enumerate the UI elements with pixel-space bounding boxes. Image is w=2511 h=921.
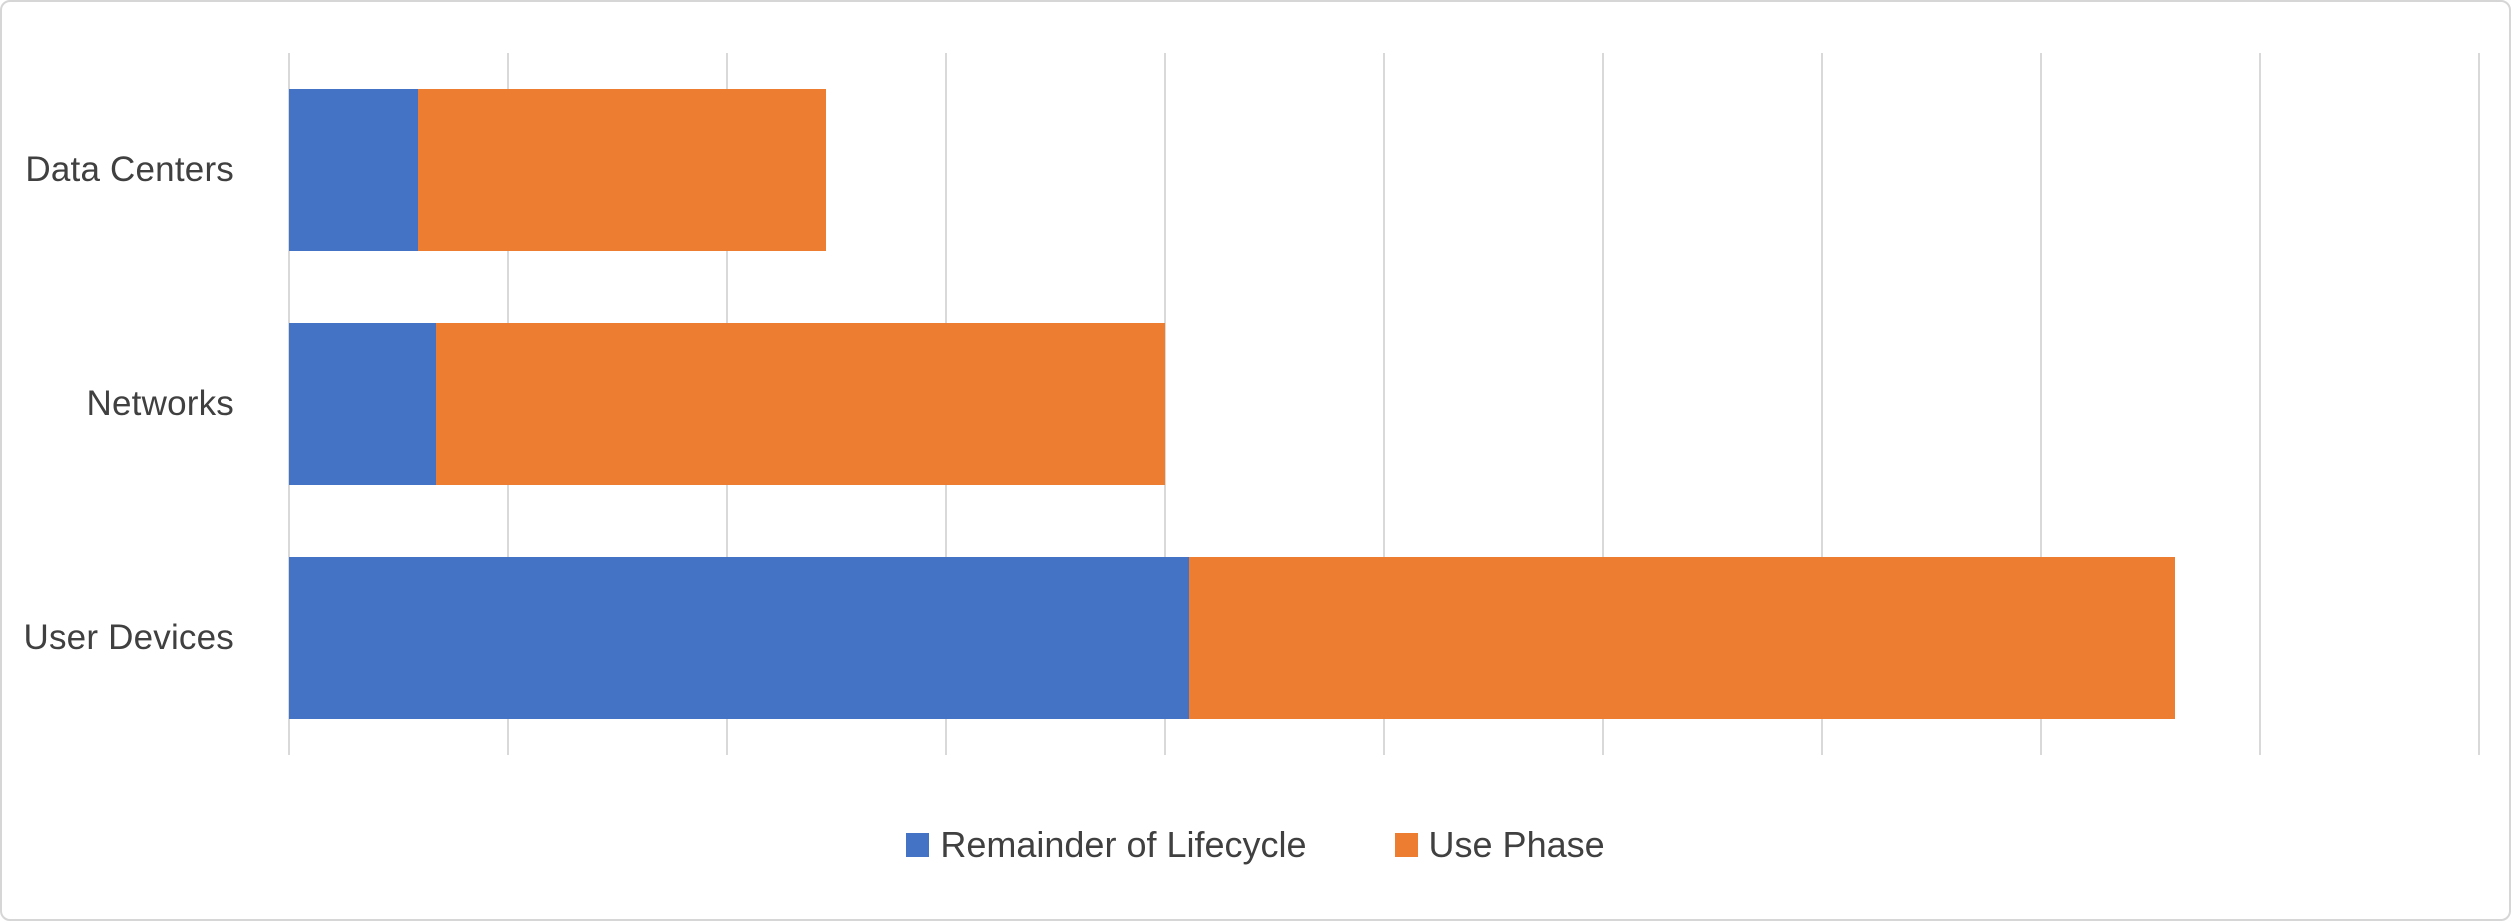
bar-segment-remainder-of-lifecycle[interactable]	[289, 557, 1190, 719]
bar-segment-use-phase[interactable]	[418, 89, 826, 251]
gridline	[1383, 53, 1385, 755]
category-label-networks: Networks	[86, 384, 234, 423]
legend-item-use-phase[interactable]: Use Phase	[1394, 824, 1605, 866]
category-axis: Data Centers Networks User Devices	[2, 53, 234, 755]
bar-segment-remainder-of-lifecycle[interactable]	[289, 323, 436, 485]
legend-swatch-icon	[906, 833, 930, 857]
category-label-user-devices: User Devices	[23, 618, 234, 657]
gridline	[1821, 53, 1823, 755]
gridline	[2040, 53, 2042, 755]
bar-row	[289, 53, 2479, 287]
legend-item-remainder-of-lifecycle[interactable]: Remainder of Lifecycle	[906, 824, 1307, 866]
legend-label: Use Phase	[1428, 824, 1605, 865]
stacked-bar-networks	[289, 323, 1165, 485]
legend-swatch-icon	[1394, 833, 1418, 857]
bar-segment-use-phase[interactable]	[1189, 557, 2175, 719]
bar-segment-use-phase[interactable]	[435, 323, 1165, 485]
stacked-bar-data-centers	[289, 89, 826, 251]
stacked-bar-user-devices	[289, 557, 2175, 719]
bar-row	[289, 521, 2479, 755]
legend-label: Remainder of Lifecycle	[940, 824, 1307, 865]
legend: Remainder of Lifecycle Use Phase	[2, 824, 2509, 866]
gridline	[2259, 53, 2261, 755]
gridline	[2478, 53, 2480, 755]
bar-row	[289, 287, 2479, 521]
gridline	[1164, 53, 1166, 755]
gridline	[1602, 53, 1604, 755]
bar-segment-remainder-of-lifecycle[interactable]	[289, 89, 419, 251]
category-label-data-centers: Data Centers	[25, 150, 234, 189]
plot-area	[288, 53, 2480, 755]
